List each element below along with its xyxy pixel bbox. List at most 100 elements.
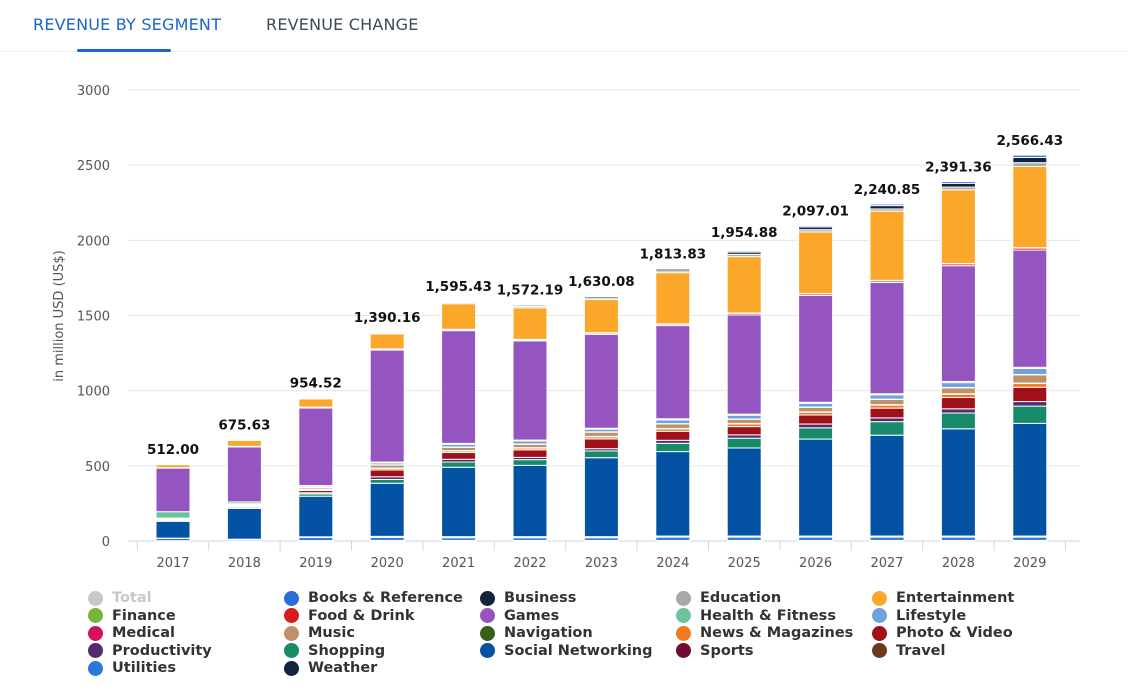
legend-marker-icon <box>676 608 691 623</box>
legend-label: Entertainment <box>896 590 1015 606</box>
legend-item-books-reference[interactable]: Books & Reference <box>284 590 463 606</box>
legend-item-finance[interactable]: Finance <box>88 608 176 624</box>
bar-segment-photo-video-2022 <box>512 449 548 458</box>
legend-label: Health & Fitness <box>700 607 836 624</box>
x-tick-label: 2023 <box>585 556 618 571</box>
y-tick-label: 3000 <box>77 84 110 99</box>
legend-item-weather[interactable]: Weather <box>284 660 377 676</box>
bar-segment-social-networking-2026 <box>798 438 834 537</box>
tab-revenue-change[interactable]: REVENUE CHANGE <box>266 15 419 34</box>
legend-marker-icon <box>284 625 299 641</box>
legend-marker-icon <box>872 608 887 623</box>
legend-marker-icon <box>88 643 103 658</box>
bar-segment-shopping-2025 <box>726 437 762 449</box>
legend-marker-icon <box>872 590 887 606</box>
legend-label: Shopping <box>308 642 386 659</box>
bar-segment-shopping-2027 <box>869 421 905 436</box>
bar-segment-shopping-2029 <box>1012 405 1048 424</box>
legend-label: Games <box>504 607 560 624</box>
legend-item-education[interactable]: Education <box>676 590 781 606</box>
x-tick-label: 2026 <box>799 556 832 571</box>
bar-segment-entertainment-2026 <box>798 231 834 295</box>
legend-item-social-networking[interactable]: Social Networking <box>480 643 653 659</box>
legend-marker-icon <box>88 660 103 676</box>
y-tick-label: 500 <box>85 460 110 475</box>
legend-label: Utilities <box>112 660 176 676</box>
legend-label: Music <box>308 625 355 641</box>
legend-label: Business <box>504 590 577 606</box>
legend-item-news-magazines[interactable]: News & Magazines <box>676 625 853 641</box>
bar-segment-books-reference-2027 <box>869 203 905 207</box>
legend-item-utilities[interactable]: Utilities <box>88 660 176 676</box>
bar-segment-entertainment-2024 <box>655 272 691 325</box>
legend-label: Lifestyle <box>896 607 967 624</box>
legend-item-photo-video[interactable]: Photo & Video <box>872 625 1013 641</box>
bar-segment-entertainment-2019 <box>298 398 334 408</box>
bar-segment-music-2024 <box>655 423 691 429</box>
legend-label: Sports <box>700 642 754 659</box>
bar-segment-music-2027 <box>869 398 905 406</box>
y-tick-label: 2000 <box>77 234 110 249</box>
bar-segment-music-2026 <box>798 406 834 413</box>
data-label-total: 1,595.43 <box>425 279 492 295</box>
bar-segment-music-2028 <box>940 387 976 395</box>
bar-segment-productivity-2028 <box>940 408 976 414</box>
legend-marker-icon <box>284 608 299 623</box>
legend-marker-icon <box>480 625 495 641</box>
bar-segment-games-2021 <box>441 330 477 444</box>
x-tick-label: 2020 <box>371 556 404 571</box>
legend-item-medical[interactable]: Medical <box>88 625 175 641</box>
bar-segment-games-2025 <box>726 314 762 415</box>
legend-item-navigation[interactable]: Navigation <box>480 625 593 641</box>
bar-segment-productivity-2027 <box>869 417 905 423</box>
legend-item-productivity[interactable]: Productivity <box>88 643 212 659</box>
x-tick-label: 2017 <box>156 556 189 571</box>
bar-segment-entertainment-2020 <box>369 333 405 350</box>
bar-segment-entertainment-2025 <box>726 256 762 314</box>
bar-segment-lifestyle-2029 <box>1012 368 1048 376</box>
bar-segment-shopping-2024 <box>655 442 691 453</box>
bar-segment-social-networking-2018 <box>226 507 262 540</box>
bar-segment-shopping-2023 <box>583 450 619 459</box>
bar-segment-books-reference-2025 <box>726 250 762 253</box>
legend-item-shopping[interactable]: Shopping <box>284 643 385 659</box>
legend-item-health-fitness[interactable]: Health & Fitness <box>676 608 836 624</box>
bar-segment-photo-video-2027 <box>869 407 905 419</box>
legend-item-sports[interactable]: Sports <box>676 643 754 659</box>
legend-item-lifestyle[interactable]: Lifestyle <box>872 608 966 624</box>
y-tick-label: 1000 <box>77 385 110 400</box>
bar-segment-music-2029 <box>1012 374 1048 384</box>
bar-segment-games-2027 <box>869 281 905 395</box>
legend-item-music[interactable]: Music <box>284 625 355 641</box>
bar-segment-business-2028 <box>940 182 976 188</box>
legend-item-travel[interactable]: Travel <box>872 643 946 659</box>
tab-revenue-by-segment[interactable]: REVENUE BY SEGMENT <box>33 15 222 34</box>
bar-segment-lifestyle-2025 <box>726 414 762 420</box>
x-tick-label: 2028 <box>942 556 975 571</box>
bar-segment-lifestyle-2024 <box>655 419 691 425</box>
legend-item-business[interactable]: Business <box>480 590 576 606</box>
legend-item-total[interactable]: Total <box>88 590 152 606</box>
legend-item-games[interactable]: Games <box>480 608 559 624</box>
bar-segment-social-networking-2025 <box>726 447 762 537</box>
bar-segment-education-2029 <box>1012 162 1048 167</box>
bar-segment-shopping-2022 <box>512 459 548 466</box>
data-label-total: 954.52 <box>290 376 342 392</box>
legend-marker-icon <box>676 625 691 641</box>
legend-marker-icon <box>676 643 691 658</box>
bar-segment-music-2023 <box>583 431 619 437</box>
legend-marker-icon <box>88 590 103 606</box>
bar-segment-games-2024 <box>655 325 691 420</box>
data-label-total: 512.00 <box>147 442 199 458</box>
legend-label: Social Networking <box>504 642 653 659</box>
legend-item-entertainment[interactable]: Entertainment <box>872 590 1014 606</box>
legend-marker-icon <box>88 625 103 641</box>
legend-label: Food & Drink <box>308 607 415 624</box>
x-tick-label: 2022 <box>513 556 546 571</box>
bar-segment-photo-video-2023 <box>583 438 619 450</box>
legend-label: Total <box>112 590 152 606</box>
legend-marker-icon <box>676 590 691 606</box>
legend-item-food-drink[interactable]: Food & Drink <box>284 608 414 624</box>
legend-marker-icon <box>872 625 887 641</box>
data-label-total: 2,097.01 <box>782 204 849 220</box>
